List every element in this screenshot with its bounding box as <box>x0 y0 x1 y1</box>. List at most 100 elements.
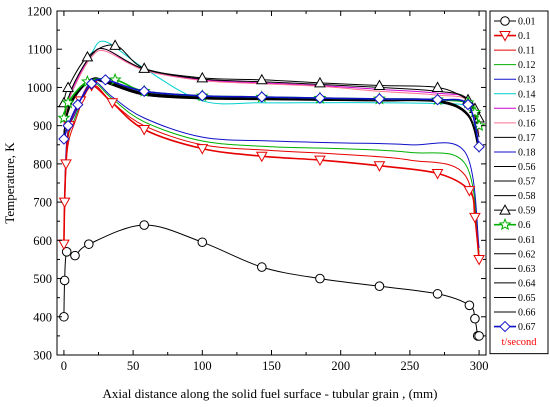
legend-item-0.14: 0.14 <box>494 89 536 100</box>
data-point <box>474 331 484 341</box>
data-point <box>138 62 151 73</box>
legend-label: 0.12 <box>518 60 536 71</box>
data-point <box>255 151 268 163</box>
data-point <box>464 300 475 311</box>
legend-box <box>489 10 549 355</box>
data-point <box>373 93 386 105</box>
legend-item-0.13: 0.13 <box>494 75 536 86</box>
x-axis-label: Axial distance along the solid fuel surf… <box>102 386 437 401</box>
data-point <box>72 98 84 111</box>
x-tick-label: 0 <box>61 359 67 373</box>
legend-marker <box>498 217 512 231</box>
data-point <box>431 81 444 92</box>
data-point <box>70 250 80 261</box>
legend-item-0.15: 0.15 <box>494 104 536 115</box>
data-point <box>373 161 386 172</box>
data-point <box>256 91 268 103</box>
legend-item-0.11: 0.11 <box>494 46 535 57</box>
data-point <box>431 168 444 180</box>
legend-item-0.1: 0.1 <box>494 31 531 42</box>
legend-item-0.61: 0.61 <box>494 235 536 246</box>
data-point <box>106 98 119 109</box>
y-tick-label: 700 <box>33 196 52 210</box>
data-point <box>139 220 149 230</box>
legend-label: 0.1 <box>518 31 531 42</box>
x-tick-label: 200 <box>331 359 350 373</box>
series-0.67 <box>58 74 485 153</box>
data-point <box>60 159 72 170</box>
series-0.1 <box>58 81 485 266</box>
x-tick-label: 100 <box>193 359 212 373</box>
legend-label: 0.64 <box>518 278 536 289</box>
legend-label: 0.01 <box>518 17 536 28</box>
series-line <box>63 84 480 260</box>
legend-item-0.57: 0.57 <box>494 177 536 188</box>
legend-label: 0.65 <box>518 293 536 304</box>
legend-item-0.59: 0.59 <box>494 204 536 217</box>
legend-label: 0.15 <box>518 104 536 115</box>
series-0.12 <box>63 82 480 252</box>
legend-item-0.18: 0.18 <box>494 147 536 158</box>
y-tick-label: 1000 <box>27 81 52 95</box>
y-tick-label: 800 <box>33 157 52 171</box>
legend-item-0.16: 0.16 <box>494 118 536 129</box>
data-point <box>431 93 444 106</box>
data-point <box>85 77 98 90</box>
plot-frame <box>56 10 487 356</box>
legend-label: 0.18 <box>518 147 536 158</box>
x-tick-label: 250 <box>401 359 420 373</box>
legend-label: 0.6 <box>518 220 531 231</box>
legend-marker <box>499 320 511 333</box>
data-point <box>196 144 209 155</box>
data-point <box>84 239 94 249</box>
series-0.6 <box>57 72 486 132</box>
legend-label: 0.56 <box>518 162 536 173</box>
legend-item-0.58: 0.58 <box>494 191 536 202</box>
series-line <box>63 80 480 249</box>
legend-label: 0.63 <box>518 264 536 275</box>
data-point <box>59 275 70 286</box>
legend-label: 0.11 <box>518 46 535 57</box>
data-point <box>109 39 121 50</box>
legend-label: 0.58 <box>518 191 536 202</box>
data-point <box>196 71 209 83</box>
y-tick-label: 1200 <box>27 5 52 19</box>
data-point <box>470 313 480 324</box>
series-line <box>63 224 480 338</box>
data-point <box>81 50 94 62</box>
data-point <box>99 74 112 86</box>
data-point <box>196 90 209 102</box>
legend-item-0.56: 0.56 <box>494 162 536 173</box>
axes: 300 400 500 600 700 800 900 1000 1100 1200 0 50 100 1… <box>27 5 488 374</box>
legend-item-0.17: 0.17 <box>494 133 536 144</box>
data-point <box>314 76 326 88</box>
legend-label: 0.59 <box>518 206 536 217</box>
x-tick-label: 50 <box>127 359 140 373</box>
y-tick-label: 400 <box>33 310 52 324</box>
legend-unit-label: t/second <box>502 337 538 348</box>
legend-item-0.62: 0.62 <box>494 249 536 260</box>
series-line <box>63 82 480 252</box>
data-point <box>61 247 72 257</box>
data-point <box>315 273 325 284</box>
legend-label: 0.66 <box>518 308 536 319</box>
x-tick-label: 150 <box>262 359 281 373</box>
data-point <box>58 239 70 251</box>
data-point <box>373 79 386 91</box>
data-point <box>138 85 150 97</box>
legend-item-0.6: 0.6 <box>494 217 531 231</box>
y-axis-label: Temperature, K <box>2 142 17 224</box>
legend-item-0.65: 0.65 <box>494 293 536 304</box>
data-point <box>61 95 75 109</box>
legend-item-0.01: 0.01 <box>494 16 536 28</box>
legend-marker <box>499 204 511 215</box>
data-point <box>432 289 443 299</box>
data-point <box>257 262 267 272</box>
data-point <box>473 140 485 153</box>
data-point <box>463 186 476 197</box>
legend-label: 0.57 <box>518 177 536 188</box>
legend-label: 0.17 <box>518 133 536 144</box>
data-point <box>58 133 70 145</box>
data-point <box>469 212 481 224</box>
data-point <box>197 237 208 248</box>
